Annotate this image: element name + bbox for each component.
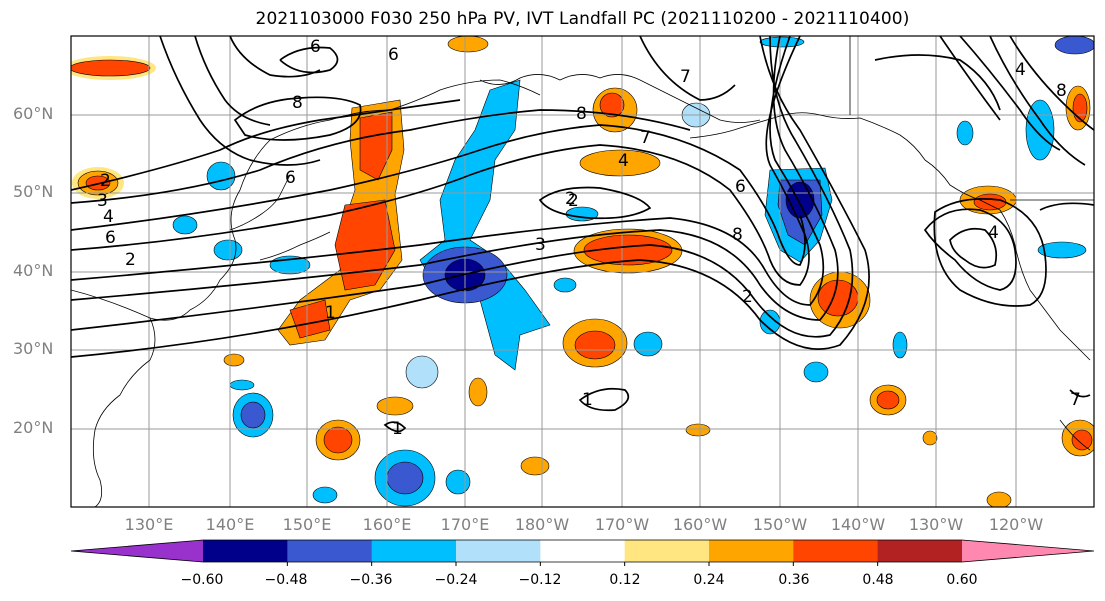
contour-label: 8	[576, 104, 587, 124]
colorbar-tick-label: 0.60	[946, 572, 978, 588]
colorbar-segment	[540, 540, 626, 562]
contour-label: 1	[392, 419, 403, 439]
contour-label: 3	[97, 191, 108, 211]
colorbar-tick-label: −0.36	[349, 572, 393, 588]
colorbar-segment	[371, 540, 457, 562]
lat-label: 30°N	[13, 339, 54, 358]
map-content: 6 6 8 6 2 3 4 6 2 1 8 7 4 2 3 6 8 7 4 8 …	[71, 36, 1094, 507]
colorbar-tick-label: 0.48	[862, 572, 894, 588]
contour-label: 2	[742, 287, 753, 307]
colorbar-segment	[709, 540, 794, 562]
lon-label: 180°W	[514, 515, 570, 534]
contour-label: 6	[735, 177, 746, 197]
contour-label: 7	[1070, 390, 1081, 410]
lon-label: 140°W	[830, 515, 886, 534]
contour-label: 2	[125, 250, 136, 270]
colorbar-outline	[70, 539, 1095, 563]
colorbar-tick-label: −0.24	[434, 572, 478, 588]
lon-label: 170°W	[594, 515, 650, 534]
lat-label: 60°N	[13, 104, 54, 123]
lon-label: 160°E	[362, 515, 412, 534]
contour-label: 7	[640, 128, 651, 148]
colorbar-tick-label: 0.24	[693, 572, 725, 588]
contour-label: 6	[388, 45, 399, 65]
colorbar-tick-label: 0.36	[778, 572, 810, 588]
contour-label: 8	[732, 225, 743, 245]
lon-label: 150°E	[282, 515, 332, 534]
lat-label: 50°N	[13, 182, 54, 201]
map-frame	[70, 35, 1095, 508]
contour-label: 1	[325, 303, 336, 323]
colorbar-segment	[877, 540, 963, 562]
height-contours	[71, 36, 1094, 433]
coastlines	[71, 36, 1094, 507]
colorbar-tick-label: −0.12	[518, 572, 562, 588]
contour-label: 4	[618, 151, 629, 171]
lon-label: 160°W	[672, 515, 728, 534]
colorbar-segment	[456, 540, 541, 562]
contour-label: 2	[565, 189, 576, 209]
colorbar-tick-label: 0.12	[609, 572, 641, 588]
colorbar-extend-high	[962, 540, 1094, 562]
lon-label: 170°E	[440, 515, 490, 534]
colorbar-segment	[287, 540, 373, 562]
colorbar-extend-low	[71, 540, 203, 562]
lat-label: 40°N	[13, 261, 54, 280]
lon-label: 130°E	[124, 515, 174, 534]
gridlines	[71, 36, 1094, 507]
contour-label: 6	[105, 228, 116, 248]
contour-label: 7	[680, 67, 691, 87]
lon-label: 130°W	[908, 515, 964, 534]
lon-label: 140°E	[205, 515, 255, 534]
contour-label: 4	[103, 207, 114, 227]
colorbar-tick-label: −0.60	[180, 572, 224, 588]
colorbar-tick-label: −0.48	[264, 572, 308, 588]
colorbar-segment	[624, 540, 710, 562]
colorbar-segment	[793, 540, 879, 562]
contour-label: 2	[568, 191, 579, 211]
colorbar-segment	[203, 540, 288, 562]
contour-label: 4	[988, 223, 999, 243]
contour-label: 4	[1015, 60, 1026, 80]
lon-label: 150°W	[752, 515, 808, 534]
contour-label: 6	[310, 37, 321, 57]
contour-label: 1	[582, 390, 593, 410]
map-title: 2021103000 F030 250 hPa PV, IVT Landfall…	[255, 9, 910, 29]
contour-label: 3	[535, 235, 546, 255]
contour-label: 8	[292, 93, 303, 113]
lon-label: 120°W	[988, 515, 1044, 534]
contour-label: 6	[285, 168, 296, 188]
contour-label: 2	[100, 171, 111, 191]
contour-labels: 6 6 8 6 2 3 4 6 2 1 8 7 4 2 3 6 8 7 4 8 …	[97, 37, 1081, 439]
colorbar	[70, 539, 1095, 566]
lat-label: 20°N	[13, 418, 54, 437]
contour-label: 8	[1056, 81, 1067, 101]
